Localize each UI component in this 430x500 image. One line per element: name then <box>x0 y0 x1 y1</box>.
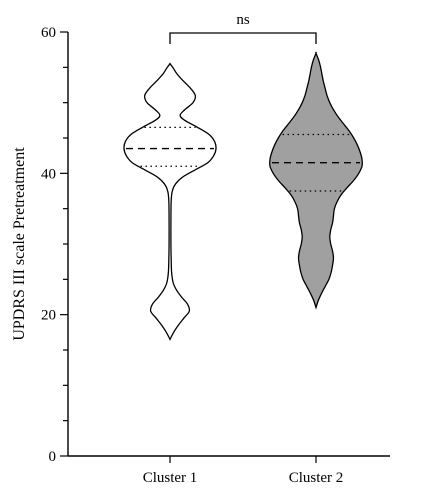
x-tick-label: Cluster 2 <box>289 470 344 486</box>
y-tick-label: 20 <box>41 308 56 324</box>
y-tick-label: 40 <box>41 166 56 182</box>
y-axis-label: UPDRS III scale Pretreatment <box>11 147 28 341</box>
violins-group <box>123 51 363 341</box>
y-ticks-group: 0 20 40 60 <box>41 25 68 465</box>
significance-label: ns <box>236 12 250 28</box>
violin-cluster-2 <box>269 51 363 310</box>
violin-cluster-1 <box>123 62 217 341</box>
x-tick-label: Cluster 1 <box>143 470 198 486</box>
significance-group: ns <box>169 12 317 44</box>
significance-bracket <box>169 32 317 44</box>
axes-group: 0 20 40 60 Cluster 1 Cluster 2 <box>41 25 390 486</box>
y-tick-label: 60 <box>41 25 56 41</box>
x-ticks-group: Cluster 1 Cluster 2 <box>143 456 344 486</box>
y-tick-label: 0 <box>49 449 57 465</box>
